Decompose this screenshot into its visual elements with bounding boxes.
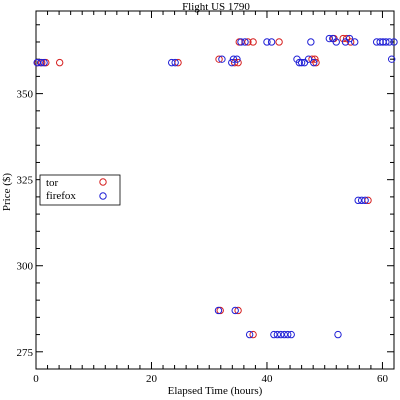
axes: 0 20 40 60 275 300 325 350 [17,11,395,385]
data-point-tor [215,55,223,63]
data-point-firefox [287,330,295,339]
data-point-firefox [233,55,241,63]
data-point-firefox [228,58,236,67]
data-point-firefox [273,330,282,339]
data-point-firefox [325,34,334,43]
x-tick-label: 40 [261,373,273,385]
data-point-tor [249,330,257,339]
data-point-firefox [390,38,398,46]
data-point-tor [234,306,242,315]
data-point-firefox [284,330,292,339]
data-point-firefox [40,58,48,67]
data-point-firefox [241,38,249,46]
legend-marker-firefox [99,192,107,200]
data-point-firefox [351,38,359,46]
data-points [33,34,398,339]
data-point-firefox [218,55,226,63]
y-tick-label: 325 [17,175,34,187]
legend-marker-tor [99,178,107,186]
x-tick-label: 0 [33,373,39,385]
data-point-firefox [310,58,318,67]
data-point-firefox [304,55,313,63]
data-point-tor [55,58,64,67]
data-point-firefox [231,306,239,315]
data-point-tor [346,38,355,46]
legend-box [39,174,121,206]
data-point-firefox [263,38,271,46]
data-point-firefox [385,38,394,46]
data-point-firefox [270,330,278,339]
data-point-firefox [237,38,245,46]
x-tick-label: 60 [377,373,389,385]
plot-frame [35,10,395,370]
data-point-firefox [345,34,354,43]
y-tick-label: 300 [17,261,34,273]
data-point-firefox [382,38,390,46]
data-point-tor [244,38,252,46]
data-point-firefox [387,55,396,63]
data-point-tor [249,38,257,46]
data-point-firefox [267,38,276,46]
data-point-firefox [229,55,238,63]
data-point-firefox [33,58,41,67]
data-point-firefox [280,330,288,339]
data-point-firefox [214,306,223,315]
data-point-firefox [357,196,366,205]
data-point-firefox [297,58,306,67]
data-point-firefox [295,58,304,67]
data-point-firefox [36,58,45,67]
legend-label-tor: tor [46,177,59,189]
legend: tor firefox [39,174,121,206]
chart-title: Flight US 1790 [182,1,250,13]
series-firefox [33,34,398,339]
data-point-firefox [245,330,254,339]
data-point-firefox [361,196,369,205]
data-point-firefox [334,330,342,339]
data-point-firefox [277,330,285,339]
data-point-firefox [376,38,384,46]
x-axis-label: Elapsed Time (hours) [168,385,263,397]
data-point-tor [312,58,320,67]
data-point-firefox [167,58,176,67]
data-point-firefox [354,196,362,205]
legend-label-firefox: firefox [46,190,76,202]
data-point-firefox [307,38,315,46]
y-tick-label: 275 [17,347,34,359]
data-point-firefox [332,38,340,46]
x-tick-label: 20 [146,373,158,385]
y-axis-label: Price ($) [1,173,13,212]
data-point-firefox [171,58,179,67]
y-tick-label: 350 [17,89,34,101]
data-point-tor [275,38,283,46]
